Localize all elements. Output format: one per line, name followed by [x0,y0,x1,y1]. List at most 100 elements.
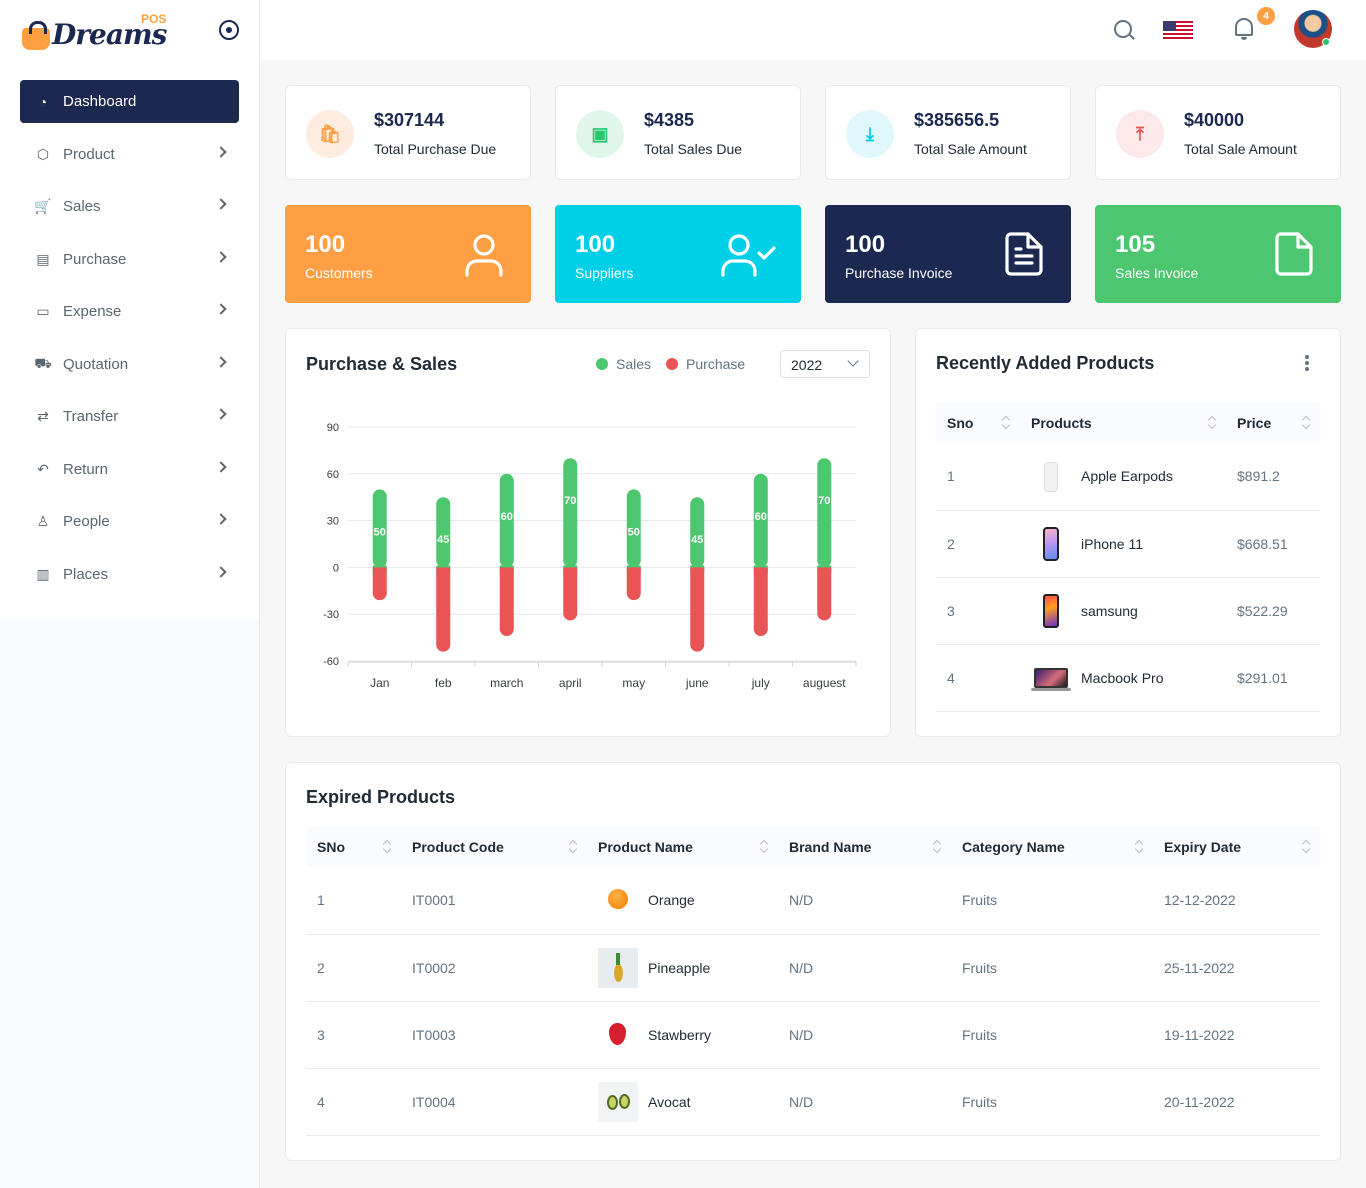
product-image [598,1081,638,1122]
sidebar-item-quotation[interactable]: ⛟ Quotation [20,343,239,386]
chevron-right-icon [215,408,227,420]
category-cell: Fruits [951,934,1153,1002]
table-row[interactable]: 4 Macbook Pro $291.01 [936,644,1320,712]
product-name[interactable]: iPhone 11 [1081,535,1144,552]
sidebar-item-sales[interactable]: 🛒 Sales [20,185,239,228]
column-header[interactable]: Sno [936,403,1020,443]
column-header-label: SNo [317,839,345,855]
table-row[interactable]: 2 IT0002 Pineapple N/D Fruits 25-11-2022 [306,934,1320,1002]
product-name[interactable]: Avocat [648,1093,691,1110]
sort-icon[interactable] [933,840,941,854]
recent-products-title: Recently Added Products [936,353,1155,373]
column-header[interactable]: Category Name [951,827,1153,867]
column-header-label: Brand Name [789,839,872,855]
column-header-label: Sno [947,415,974,431]
product-name[interactable]: Stawberry [648,1026,712,1043]
sales-data-label: 45 [437,534,449,546]
column-header[interactable]: Product Name [587,827,778,867]
sidebar-item-label: Product [63,145,115,163]
sidebar-item-product[interactable]: ⬡ Product [20,133,239,176]
product-name[interactable]: Pineapple [648,959,711,976]
sidebar-toggle-button[interactable] [219,20,239,40]
y-tick-label: 0 [333,562,339,574]
column-header-label: Product Name [598,839,693,855]
column-header[interactable]: Expiry Date [1153,827,1320,867]
table-row[interactable]: 4 IT0004 Avocat N/D Fruits 20-11-2022 [306,1068,1320,1136]
count-value: 105 [1115,231,1156,258]
count-card-sales-invoice[interactable]: 105 Sales Invoice [1095,205,1341,303]
sidebar-item-places[interactable]: ▥ Places [20,553,239,596]
sales-data-label: 60 [501,511,513,523]
purchase-bar-top [372,567,387,574]
product-name[interactable]: Apple Earpods [1081,468,1173,485]
bell-icon[interactable] [1235,18,1253,40]
product-name[interactable]: Orange [648,892,695,909]
sidebar-item-transfer[interactable]: ⇄ Transfer [20,395,239,438]
sort-icon[interactable] [760,840,768,854]
map-icon: ▥ [36,565,50,582]
sort-icon[interactable] [1002,416,1010,430]
table-row[interactable]: 1 IT0001 Orange N/D Fruits 12-12-2022 [306,867,1320,935]
sno-cell: 4 [936,644,1020,712]
brand-logo[interactable]: Dreams POS [22,10,167,50]
online-status-dot [1322,38,1330,46]
count-card-suppliers[interactable]: 100 Suppliers [555,205,801,303]
stat-card: ▣ $4385 Total Sales Due [555,85,801,180]
sort-icon[interactable] [383,840,391,854]
expiry-date-cell: 25-11-2022 [1153,934,1320,1002]
purchase-icon: ▤ [36,250,50,267]
purchase-bar [436,567,451,652]
column-header[interactable]: SNo [306,827,401,867]
product-cell: samsung [1020,577,1226,645]
legend-purchase-label: Purchase [686,356,746,372]
sno-cell: 2 [306,934,401,1002]
count-label: Sales Invoice [1115,265,1199,281]
top-header: 4 [260,0,1366,60]
chevron-right-icon [215,355,227,368]
sort-icon[interactable] [569,840,577,854]
purchase-bar-top [817,567,832,574]
us-flag-icon[interactable] [1163,21,1193,39]
sidebar-item-return[interactable]: ↶ Return [20,448,239,491]
product-code-cell: IT0002 [401,934,587,1002]
sort-icon[interactable] [1302,840,1310,854]
sales-data-label: 70 [818,495,830,507]
column-header[interactable]: Price [1226,403,1320,443]
sidebar-item-expense[interactable]: ▭ Expense [20,290,239,333]
sidebar-item-label: Transfer [63,408,119,425]
count-card-customers[interactable]: 100 Customers [285,205,531,303]
sidebar-item-label: Places [63,565,109,583]
table-row[interactable]: 1 Apple Earpods $891.2 [936,443,1320,511]
search-icon[interactable] [1114,20,1132,38]
sidebar-item-purchase[interactable]: ▤ Purchase [20,238,239,281]
product-code-cell: IT0003 [401,1001,587,1069]
column-header[interactable]: Products [1020,403,1226,443]
expiry-date-cell: 20-11-2022 [1153,1068,1320,1136]
sort-icon[interactable] [1208,416,1216,430]
column-header-label: Products [1031,415,1092,431]
cart-icon: 🛒 [34,198,52,214]
more-vertical-icon[interactable] [1305,355,1309,371]
product-name[interactable]: samsung [1081,602,1138,619]
sort-icon[interactable] [1135,840,1143,854]
table-row[interactable]: 3 IT0003 Stawberry N/D Fruits 19-11-2022 [306,1001,1320,1069]
count-label: Customers [305,265,373,281]
download-icon: ⤓ [846,110,894,158]
sort-icon[interactable] [1302,416,1310,430]
year-select-value: 2022 [791,357,823,373]
count-card-purchase-invoice[interactable]: 100 Purchase Invoice [825,205,1071,303]
column-header[interactable]: Product Code [401,827,587,867]
column-header[interactable]: Brand Name [778,827,951,867]
sno-cell: 2 [936,510,1020,578]
product-name[interactable]: Macbook Pro [1081,669,1164,686]
year-select[interactable]: 2022 [780,350,870,378]
y-tick-label: 60 [327,469,339,481]
table-row[interactable]: 2 iPhone 11 $668.51 [936,510,1320,578]
sidebar-item-people[interactable]: ♙ People [20,500,239,543]
table-row[interactable]: 3 samsung $522.29 [936,577,1320,645]
purchase-bar [372,567,387,601]
sidebar-item-dashboard[interactable]: ◔ Dashboard [20,80,239,123]
chevron-right-icon [215,198,227,210]
purchase-bar-top [690,567,705,574]
column-header-label: Product Code [412,839,504,855]
